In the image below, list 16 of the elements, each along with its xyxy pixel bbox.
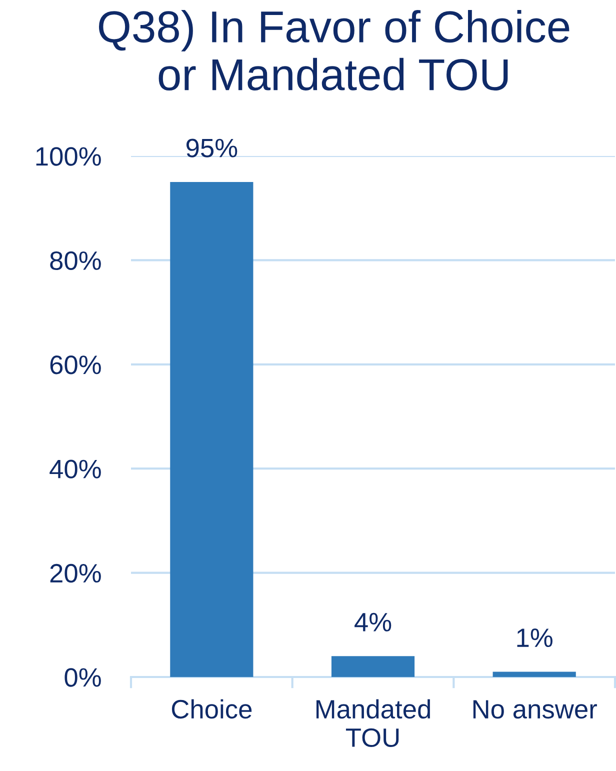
bar [492, 672, 576, 677]
y-tick-label: 0% [64, 668, 101, 687]
y-tick-label: 20% [50, 564, 101, 583]
y-tick-label: 40% [50, 460, 101, 478]
data-label: 1% [517, 628, 552, 648]
x-tick-label: No answer [473, 700, 597, 719]
bar [331, 656, 415, 677]
y-tick-label: 80% [50, 251, 101, 270]
y-tick-label: 60% [50, 356, 101, 374]
y-tick-label: 100% [36, 147, 101, 166]
bar [170, 182, 254, 677]
data-label: 4% [354, 612, 392, 632]
data-label: 95% [186, 138, 238, 158]
x-tick-label: Mandated TOU [316, 699, 430, 748]
x-tick-label: Choice [172, 699, 252, 719]
chart-title: Q38) In Favor of Choice or Mandated TOU [98, 10, 570, 91]
